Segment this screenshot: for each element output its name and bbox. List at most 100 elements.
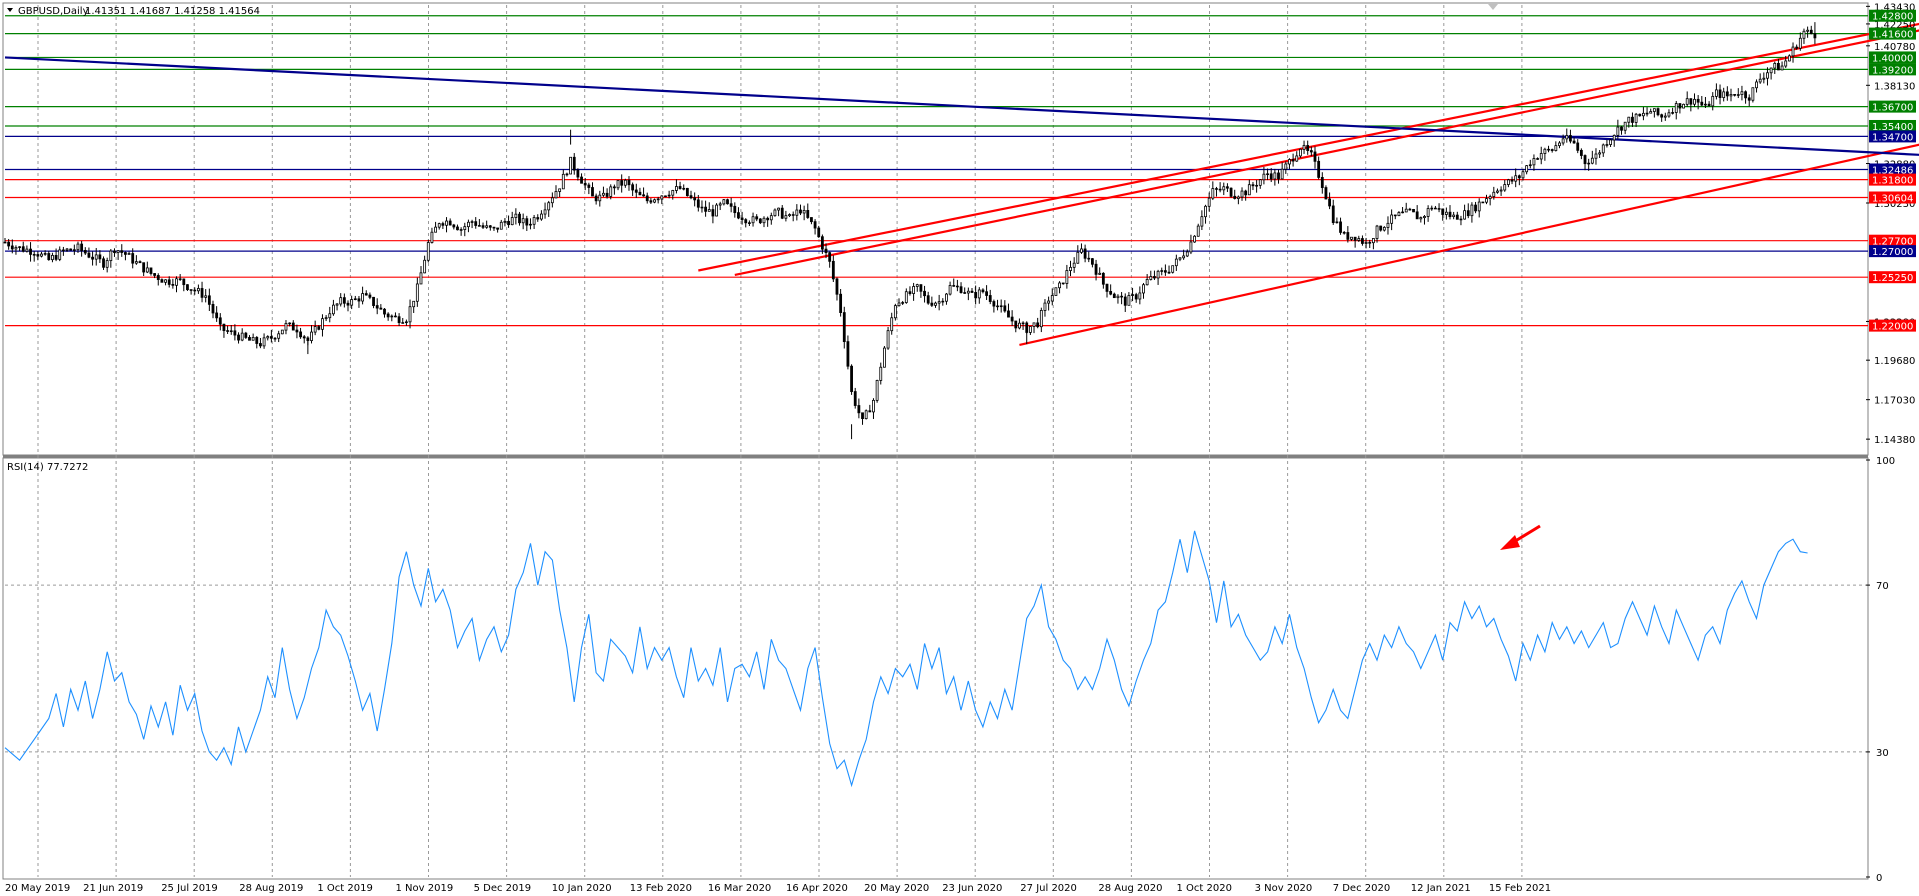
candle: [696, 194, 700, 212]
candle: [215, 306, 219, 322]
candle: [1718, 84, 1722, 105]
candle: [3, 238, 7, 244]
candle: [1656, 107, 1660, 117]
candle: [1339, 217, 1342, 235]
x-tick-label: 3 Nov 2020: [1255, 883, 1313, 894]
candle: [1236, 195, 1240, 205]
candle: [685, 187, 689, 197]
candle: [415, 277, 419, 307]
candle: [186, 284, 189, 292]
candle: [248, 335, 251, 341]
candle: [802, 205, 806, 221]
candle: [113, 248, 116, 257]
level-tag: [1869, 173, 1916, 186]
candle: [452, 223, 456, 230]
candle: [569, 156, 573, 175]
rsi-line: [4, 530, 1808, 788]
candle: [930, 296, 934, 308]
candle: [966, 287, 970, 301]
candle: [240, 328, 244, 342]
candle: [1787, 54, 1791, 62]
candle: [291, 320, 295, 331]
candle: [1740, 85, 1744, 101]
candle: [1101, 272, 1105, 289]
candle: [160, 278, 164, 283]
candle: [861, 412, 864, 425]
candle: [1317, 156, 1321, 180]
candle: [1178, 257, 1182, 262]
candle: [138, 260, 142, 264]
trendline[interactable]: [698, 0, 1919, 272]
candle: [678, 181, 682, 190]
symbol-dropdown-icon[interactable]: [7, 8, 13, 12]
candle: [61, 246, 65, 256]
trendline[interactable]: [4, 56, 1919, 170]
candle: [364, 290, 368, 296]
candle: [1598, 150, 1602, 158]
candle: [850, 364, 853, 395]
y-tick-label: 1.17030: [1874, 396, 1915, 407]
candle: [1521, 168, 1525, 181]
candle: [594, 193, 598, 205]
candle: [408, 299, 412, 329]
candle: [550, 192, 554, 208]
candle: [795, 204, 799, 221]
candle: [1722, 87, 1726, 102]
candle: [1386, 216, 1390, 235]
level-tag: [1869, 63, 1916, 76]
candle: [726, 198, 729, 205]
candle: [514, 208, 518, 225]
candle: [875, 379, 879, 403]
candle: [1382, 226, 1386, 232]
candle: [1616, 119, 1620, 140]
candle: [1207, 192, 1211, 212]
x-tick-label: 16 Mar 2020: [708, 883, 771, 894]
y-tick-label: 1.14380: [1874, 435, 1915, 446]
candle: [1065, 264, 1069, 289]
candle: [893, 303, 897, 321]
candle: [1714, 83, 1718, 100]
candle: [496, 227, 500, 233]
candle: [1313, 146, 1317, 169]
candle: [156, 273, 160, 286]
candle: [346, 300, 350, 312]
candle: [1039, 307, 1043, 333]
candle: [872, 398, 875, 419]
candle: [390, 314, 394, 322]
candle: [777, 207, 780, 217]
candle: [667, 190, 671, 199]
candle: [518, 211, 521, 226]
candle: [1777, 58, 1780, 71]
candle: [401, 317, 405, 324]
candle: [1769, 67, 1773, 80]
candle: [1503, 179, 1507, 192]
trendline[interactable]: [1019, 75, 1919, 347]
candle: [1689, 98, 1693, 112]
rsi-axis: 100 70 30 0: [1866, 456, 1895, 884]
candle: [342, 293, 346, 308]
candle: [747, 220, 751, 226]
candle: [784, 210, 788, 222]
candle: [1014, 320, 1018, 333]
x-tick-label: 16 Apr 2020: [786, 883, 848, 894]
candle: [1145, 274, 1149, 286]
level-tag: [1869, 319, 1916, 332]
candle: [51, 252, 54, 263]
candle: [499, 219, 503, 230]
trendline[interactable]: [734, 4, 1919, 277]
candle: [1280, 162, 1284, 180]
candle: [218, 313, 222, 331]
level-tag: [1869, 245, 1916, 258]
level-tag-text: 1.42800: [1872, 12, 1913, 23]
candle: [897, 298, 901, 307]
candle: [134, 255, 138, 265]
candle: [1525, 165, 1529, 175]
candle: [1423, 215, 1426, 225]
candle: [1474, 201, 1477, 214]
candle: [1747, 94, 1751, 107]
candle: [817, 225, 821, 238]
candle: [222, 323, 226, 338]
candle: [616, 180, 620, 191]
candle: [1612, 134, 1616, 147]
candle: [737, 207, 740, 220]
